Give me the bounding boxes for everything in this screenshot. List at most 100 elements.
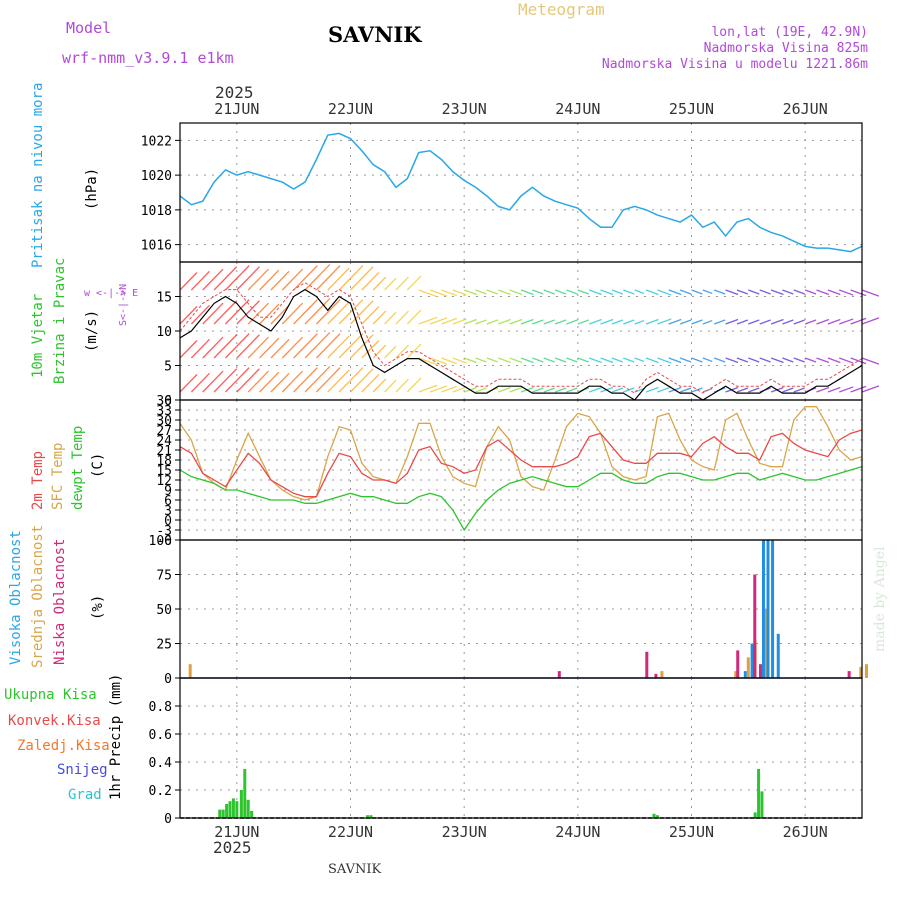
- wind-barb: [611, 387, 624, 393]
- wind-barb: [804, 319, 817, 325]
- wind-barb: [361, 374, 380, 393]
- wind-barb: [281, 302, 304, 325]
- wind-barb: [839, 357, 854, 364]
- mid-cloud-bar: [734, 671, 738, 678]
- wind-barb: [839, 318, 854, 325]
- y-tick-label: 15: [156, 464, 172, 479]
- wind-barb: [202, 302, 224, 325]
- wind-barb: [452, 357, 467, 364]
- wind-barb: [498, 289, 511, 296]
- wind-barb: [600, 357, 614, 364]
- wind-barb: [634, 289, 645, 295]
- wind-barb: [406, 343, 422, 359]
- wind-barb: [645, 289, 659, 296]
- low-cloud-bar: [557, 671, 561, 678]
- mid-cloud-bar: [188, 664, 192, 678]
- y-tick-label: 0: [164, 812, 172, 827]
- wind-barb: [759, 319, 771, 325]
- precip-bar: [225, 804, 229, 818]
- wind-barb: [748, 319, 760, 325]
- day-label-bottom: 24JUN: [555, 823, 600, 841]
- wind-barb: [611, 289, 624, 295]
- wind-barb: [293, 367, 318, 393]
- day-label-top: 22JUN: [328, 100, 373, 118]
- y-tick-label: 0.2: [149, 784, 172, 799]
- wind-barb: [384, 277, 397, 291]
- wind-barb: [498, 357, 511, 364]
- wind-barb: [498, 318, 511, 325]
- wind-barb: [236, 334, 260, 359]
- wind-barb: [748, 289, 760, 295]
- y-tick-label: 1022: [141, 134, 172, 149]
- wind-barb: [770, 289, 784, 296]
- lonlat-label: lon,lat (19E, 42.9N): [711, 25, 868, 40]
- wind-barb: [566, 319, 578, 325]
- wind-barb: [395, 310, 409, 325]
- day-label-top: 23JUN: [442, 100, 487, 118]
- wind-barb: [213, 368, 238, 393]
- legend-snow: Snijeg: [57, 762, 108, 778]
- high-cloud-bar: [743, 671, 747, 678]
- wind-barb: [270, 304, 290, 325]
- wind-barb: [236, 266, 260, 291]
- wind-barb: [350, 266, 374, 291]
- y-tick-label: 0.6: [149, 728, 172, 743]
- panel-frame-pressure: [179, 122, 863, 263]
- wind-barb: [714, 289, 726, 295]
- wind-barb: [782, 357, 794, 363]
- wind-barb: [554, 387, 567, 393]
- wind-barb: [304, 264, 331, 291]
- low-cloud-bar: [645, 651, 649, 678]
- low-cloud-bar: [847, 671, 851, 678]
- y-tick-label: 3: [164, 504, 172, 519]
- wind-barb: [850, 317, 867, 325]
- y-tick-label: 21: [156, 444, 172, 459]
- wind-barb: [270, 270, 290, 291]
- wind-barb: [759, 357, 771, 363]
- wind-barb: [577, 319, 589, 325]
- wind-barb: [532, 319, 544, 325]
- wind-compass: w <-|-> E: [84, 288, 139, 299]
- precip-bar: [235, 801, 239, 818]
- wind-barb: [793, 289, 805, 295]
- wind-barb: [554, 289, 567, 295]
- day-label-bottom: 26JUN: [783, 823, 828, 841]
- mid-cloud-bar: [865, 664, 868, 678]
- precip-bar: [239, 790, 243, 818]
- wind-barb: [679, 387, 692, 393]
- wind-barb: [611, 357, 624, 363]
- wind-barb: [543, 357, 555, 363]
- precip-bar: [760, 791, 764, 818]
- y-tick-label: 100: [149, 534, 172, 549]
- model-label: Model: [66, 19, 112, 37]
- legend-total-rain: Ukupna Kisa: [4, 687, 97, 703]
- y-tick-label: 12: [156, 474, 172, 489]
- wind-barb: [361, 272, 380, 291]
- wind-barb: [691, 357, 703, 363]
- y-tick-label: 18: [156, 454, 172, 469]
- wind-barb: [839, 386, 854, 393]
- wind-barb: [384, 379, 397, 393]
- wind-barb: [793, 387, 805, 393]
- wind-barb: [247, 302, 270, 325]
- wind-barb: [236, 300, 260, 325]
- wind-speed-line: [179, 288, 863, 401]
- wind-barb: [588, 386, 602, 393]
- wind-barb: [714, 319, 726, 325]
- y-tick-label: 1020: [141, 169, 172, 184]
- y-tick-label: 24: [156, 434, 172, 449]
- wind-barb: [691, 289, 703, 295]
- day-label-bottom: 23JUN: [442, 823, 487, 841]
- wind-barb: [179, 272, 198, 291]
- wind-barb: [543, 387, 555, 393]
- wind-barb: [668, 318, 682, 325]
- wind-barb: [372, 344, 387, 359]
- legend-freezing-rain: Zaledj.Kisa: [17, 738, 110, 754]
- wind-barb: [816, 289, 830, 296]
- model-name: wrf-nmm_v3.9.1 e1km: [62, 49, 234, 67]
- panel-frame-precip: [179, 677, 863, 819]
- wind-barb: [475, 289, 487, 295]
- precip-bar: [218, 809, 222, 818]
- high-cloud-bar: [776, 633, 780, 678]
- wind-barb: [839, 289, 854, 296]
